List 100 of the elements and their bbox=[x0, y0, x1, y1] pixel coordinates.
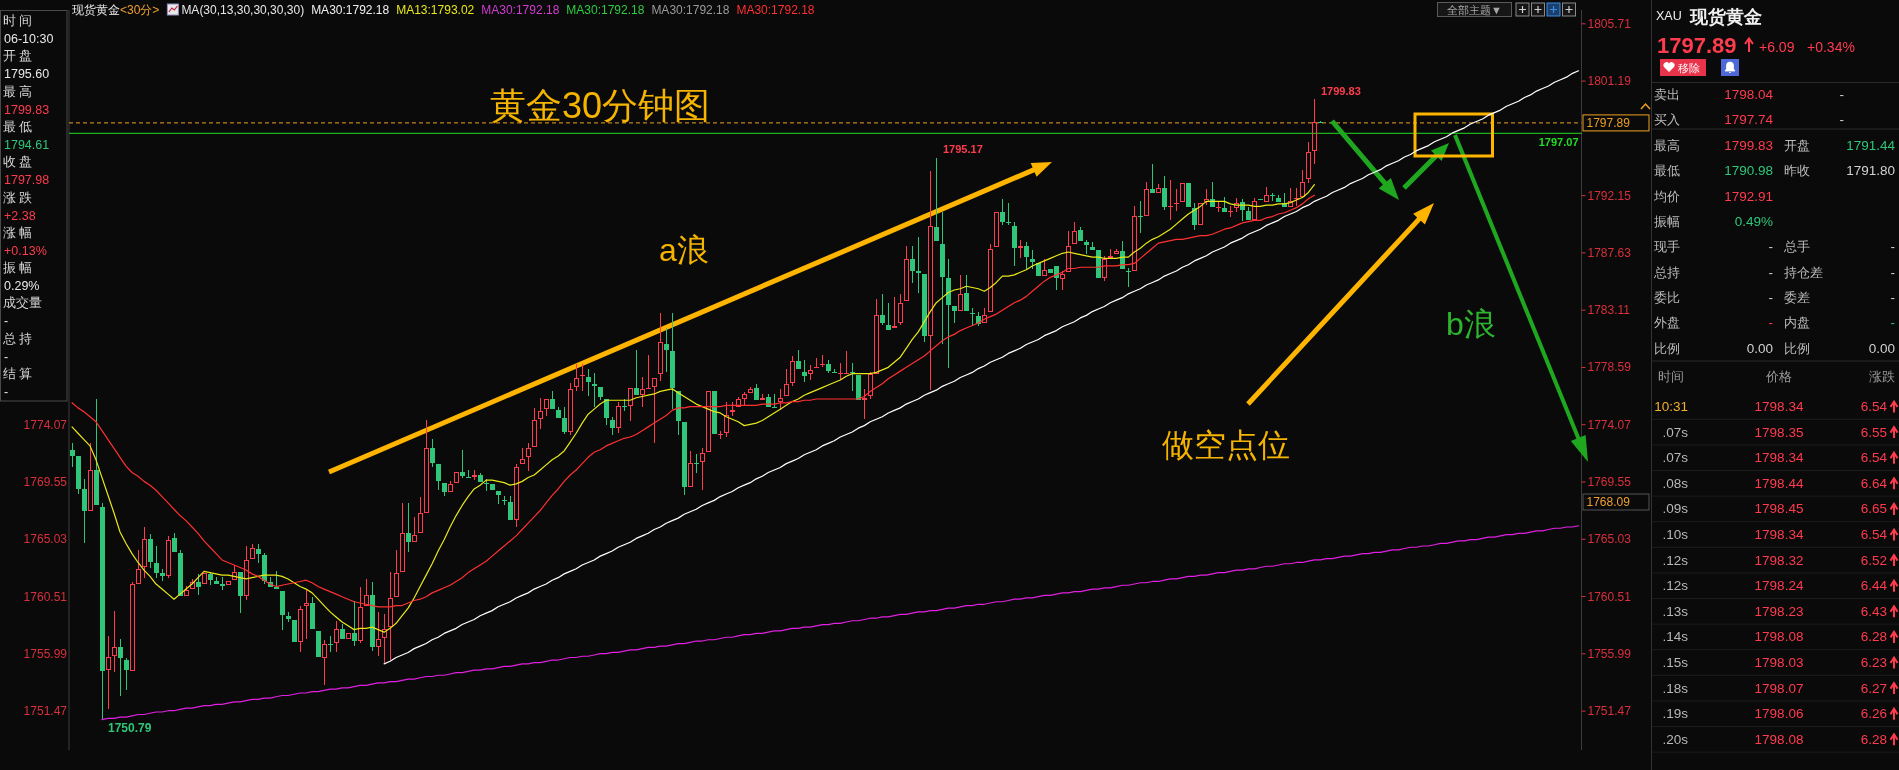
text: 06-10:30 bbox=[4, 32, 54, 46]
candlestick bbox=[502, 495, 507, 506]
category-label: 现手 bbox=[1654, 238, 1680, 254]
category-label: 比例 bbox=[1654, 341, 1680, 356]
candlestick bbox=[460, 449, 465, 479]
y-tick-label: 1760.51 bbox=[23, 589, 68, 604]
data-label: 6.55 bbox=[1860, 424, 1887, 440]
y-tick-label: 1755.99 bbox=[23, 646, 68, 661]
category-label: 最高 bbox=[1654, 137, 1680, 153]
candlestick bbox=[1150, 163, 1155, 193]
candlestick bbox=[784, 368, 789, 396]
candlestick bbox=[946, 258, 951, 369]
candlestick bbox=[813, 357, 820, 368]
data-label: 1798.03 bbox=[1754, 655, 1804, 670]
category-label: 买入 bbox=[1654, 111, 1680, 127]
candlestick bbox=[1072, 221, 1077, 244]
candlestick bbox=[826, 359, 831, 374]
candlestick bbox=[850, 362, 855, 392]
text: 0.00 bbox=[1868, 341, 1895, 356]
line-series bbox=[383, 70, 1580, 665]
candlestick bbox=[1024, 241, 1029, 270]
candlestick bbox=[1066, 230, 1071, 272]
candlestick bbox=[1306, 141, 1311, 184]
candlestick bbox=[880, 293, 885, 326]
category-label: 持仓差 bbox=[1784, 264, 1823, 280]
candlestick bbox=[1084, 239, 1089, 255]
candlestick bbox=[592, 372, 597, 408]
candlestick bbox=[645, 354, 652, 389]
candlestick bbox=[412, 516, 417, 542]
category-label: 内盘 bbox=[1784, 315, 1810, 330]
candlestick bbox=[1173, 188, 1180, 212]
text: XAU bbox=[1656, 9, 1682, 23]
annotation: MA30:1792.18 bbox=[566, 3, 645, 17]
category-label: .12s bbox=[1662, 578, 1689, 594]
candlestick bbox=[562, 406, 567, 435]
text: - bbox=[1839, 86, 1844, 102]
text: 1792.91 bbox=[1724, 188, 1773, 204]
category-label: 涨 幅 bbox=[3, 225, 33, 240]
y2-tick-label: 1801.19 bbox=[1587, 74, 1632, 89]
candlestick bbox=[334, 620, 339, 653]
candlestick bbox=[862, 388, 867, 420]
candlestick bbox=[1162, 175, 1167, 211]
y2-tick-label: 1769.55 bbox=[1587, 475, 1632, 489]
text: - bbox=[1890, 238, 1895, 254]
category-label: .14s bbox=[1662, 629, 1689, 645]
candlestick bbox=[802, 359, 807, 383]
data-label: 1798.24 bbox=[1754, 578, 1804, 594]
candlestick bbox=[148, 533, 153, 569]
candlestick bbox=[1192, 202, 1197, 231]
candlestick bbox=[490, 484, 495, 490]
data-label: 6.54 bbox=[1860, 450, 1888, 466]
candlestick bbox=[526, 442, 531, 472]
candlestick bbox=[688, 450, 693, 487]
candlestick bbox=[388, 571, 393, 661]
category-label: .08s bbox=[1662, 475, 1689, 491]
category-label: 总持 bbox=[1653, 264, 1680, 280]
category-label: 时 间 bbox=[3, 14, 33, 28]
candlestick bbox=[478, 472, 483, 482]
text: +0.34% bbox=[1807, 39, 1855, 55]
candlestick bbox=[1114, 248, 1119, 254]
category-label: 卖出 bbox=[1654, 86, 1680, 102]
y2-tick-label: 1805.71 bbox=[1587, 16, 1632, 31]
text: 1795.60 bbox=[4, 67, 50, 82]
text: 1791.80 bbox=[1846, 162, 1895, 178]
text: 移除 bbox=[1678, 61, 1700, 74]
candlestick bbox=[568, 382, 573, 436]
text: 0.00 bbox=[1746, 341, 1773, 356]
candlestick bbox=[298, 605, 303, 653]
candlestick bbox=[1132, 205, 1137, 271]
candlestick bbox=[394, 549, 399, 597]
candlestick bbox=[1222, 196, 1227, 212]
candlestick bbox=[622, 398, 627, 412]
data-label: 6.52 bbox=[1860, 552, 1887, 568]
text: - bbox=[1768, 315, 1773, 330]
category-label: .12s bbox=[1662, 552, 1689, 568]
candlestick bbox=[76, 456, 81, 495]
data-label: 1798.34 bbox=[1754, 527, 1804, 542]
data-label: 1798.44 bbox=[1754, 475, 1804, 491]
y2-tick-label: 1760.51 bbox=[1587, 589, 1632, 604]
candlestick bbox=[112, 610, 117, 673]
category-label: 开盘 bbox=[1784, 137, 1810, 153]
line-series bbox=[101, 525, 1580, 721]
category-label: 10:31 bbox=[1654, 399, 1688, 414]
candlestick bbox=[1264, 186, 1269, 202]
category-label: 委差 bbox=[1784, 290, 1810, 305]
text: - bbox=[4, 314, 9, 329]
candlestick bbox=[754, 383, 759, 400]
data-label: 1798.32 bbox=[1754, 552, 1804, 568]
data-label: 1798.35 bbox=[1754, 424, 1804, 440]
candlestick bbox=[832, 368, 837, 373]
text: 0.49% bbox=[1734, 213, 1773, 229]
text: 1794.61 bbox=[4, 137, 50, 152]
candlestick bbox=[1012, 221, 1017, 267]
category-label: .07s bbox=[1662, 450, 1689, 466]
category-label: 成交量 bbox=[3, 295, 42, 311]
category-label: 结 算 bbox=[3, 367, 33, 381]
text: 1797.98 bbox=[4, 173, 50, 188]
annotation: 全部主题▼ bbox=[1447, 3, 1502, 16]
candlestick bbox=[664, 327, 669, 373]
category-label: .18s bbox=[1662, 680, 1689, 696]
